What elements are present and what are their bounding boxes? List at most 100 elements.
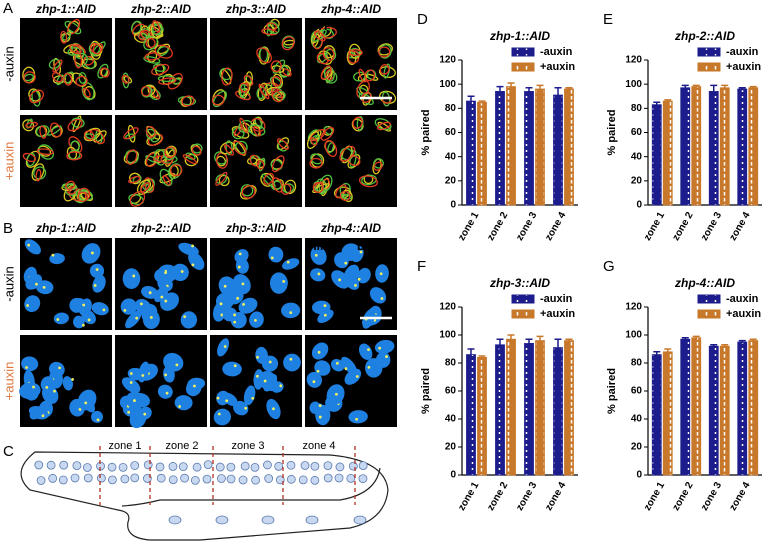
nucleus-signal [157, 384, 173, 399]
nucleus-icon [58, 475, 68, 485]
error-bar [681, 337, 689, 341]
chromosome-signal [65, 180, 76, 191]
him8-focus [233, 320, 237, 324]
him8-focus [314, 253, 318, 257]
him8-focus [175, 363, 179, 367]
nucleus-icon [215, 462, 225, 472]
micrograph-texture [120, 242, 205, 330]
zone-label: zone 2 [165, 440, 198, 452]
y-tick-label: 60 [445, 127, 457, 138]
x-tick-label: zone 4 [543, 480, 568, 513]
chromosome-signal [341, 193, 353, 200]
chromosome-signal [358, 175, 378, 188]
gonad-inner-outline [121, 467, 381, 507]
y-tick-label: 120 [439, 302, 456, 313]
chromosome-signal [76, 192, 89, 201]
legend-swatch [697, 47, 721, 57]
nucleus-icon [263, 460, 272, 470]
chromosome-signal [152, 20, 161, 33]
chromosome-signal [256, 86, 267, 100]
chromosome-signal [67, 118, 83, 132]
chromosome-signal [239, 117, 248, 134]
nucleus-icon [120, 474, 130, 484]
him8-focus [289, 357, 293, 361]
column-header: zhp-4::AID [320, 221, 381, 235]
error-bar [525, 338, 533, 348]
chromosome-signal [142, 182, 151, 192]
error-bar [536, 335, 544, 345]
nucleus-icon [286, 474, 296, 484]
nucleus-signal [134, 299, 152, 315]
nucleus-signal [25, 274, 43, 290]
nucleus-icon [238, 475, 248, 485]
him8-focus [135, 316, 139, 320]
error-bar [653, 101, 661, 108]
chromosome-signal [310, 137, 318, 146]
him8-focus [385, 355, 388, 358]
x-tick-label: zone 2 [671, 480, 696, 513]
nucleus-icon [250, 462, 260, 472]
chromosome-signal [62, 183, 77, 190]
error-bar [565, 338, 573, 342]
chromosome-signal [48, 58, 61, 70]
him8-focus [242, 302, 245, 306]
chromosome-signal [310, 28, 322, 44]
chromosome-signal [140, 85, 151, 97]
chromosome-signal [271, 76, 282, 87]
nucleus-signal [330, 358, 345, 372]
oocyte-nucleus-icon [353, 515, 367, 525]
bar [708, 345, 719, 476]
chromosome-signal [373, 161, 383, 171]
chromosome-signal [74, 51, 83, 69]
chromosome-signal [74, 52, 88, 68]
chromosome-signal [271, 155, 285, 173]
nucleus-icon [335, 462, 345, 472]
chromosome-signal [348, 49, 363, 57]
nucleus-icon [298, 475, 308, 485]
chromosome-signal [240, 184, 254, 197]
nucleus-signal [171, 263, 189, 282]
row-label: +auxin [1, 142, 16, 181]
chromosome-signal [281, 36, 295, 51]
nucleus-signal [311, 300, 331, 315]
him8-focus [270, 256, 274, 260]
him8-focus [78, 407, 82, 411]
chromosome-signal [225, 140, 233, 156]
legend-label: -auxin [540, 293, 573, 305]
nucleus-icon [130, 461, 140, 470]
error-bar [496, 85, 504, 97]
nucleus-signal [53, 312, 69, 325]
nucleus-icon [202, 474, 212, 484]
chromosome-signal [51, 72, 63, 83]
chromosome-signal [317, 52, 328, 64]
nucleus-icon [251, 475, 261, 485]
chromosome-signal [67, 186, 78, 195]
nucleus-icon [168, 475, 178, 485]
nucleus-icon [300, 461, 310, 470]
chromosome-signal [182, 154, 197, 165]
error-bar [738, 339, 746, 344]
chromosome-signal [25, 121, 38, 128]
panel-label: A [3, 0, 13, 17]
him8-focus [81, 323, 85, 327]
him8-focus [93, 284, 97, 287]
nucleus-icon [275, 475, 285, 485]
chromosome-signal [64, 20, 82, 35]
chromosome-signal [31, 163, 45, 181]
chromosome-signal [67, 20, 80, 34]
legend-swatch [511, 294, 535, 304]
chromosome-signal [378, 46, 391, 58]
nucleus-icon [156, 473, 166, 483]
him8-focus [379, 272, 383, 276]
y-tick-label: 0 [450, 470, 456, 481]
chromosome-signal [219, 141, 235, 155]
him8-focus [41, 414, 45, 418]
error-bar [664, 99, 672, 103]
y-tick-label: 60 [631, 127, 643, 138]
him8-focus [244, 406, 248, 410]
him8-focus [233, 313, 236, 317]
chromosome-signal [211, 94, 225, 106]
nucleus-signal [137, 361, 150, 383]
chromosome-signal [324, 139, 338, 157]
chromosome-signal [376, 121, 391, 131]
